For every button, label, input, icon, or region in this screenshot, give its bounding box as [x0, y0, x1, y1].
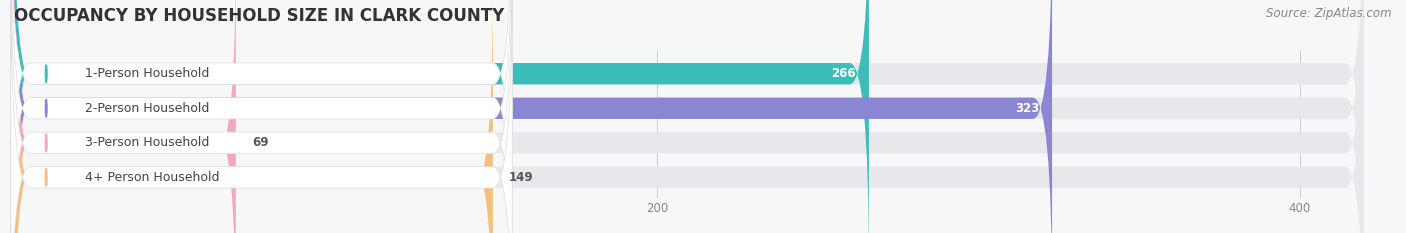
FancyBboxPatch shape	[14, 0, 1364, 233]
FancyBboxPatch shape	[14, 0, 236, 233]
Text: 2-Person Household: 2-Person Household	[84, 102, 209, 115]
Circle shape	[45, 134, 46, 152]
FancyBboxPatch shape	[11, 0, 512, 233]
FancyBboxPatch shape	[14, 0, 869, 233]
Text: 4+ Person Household: 4+ Person Household	[84, 171, 219, 184]
Text: 1-Person Household: 1-Person Household	[84, 67, 209, 80]
Text: 149: 149	[509, 171, 534, 184]
FancyBboxPatch shape	[11, 0, 512, 233]
Circle shape	[45, 65, 46, 83]
Text: 3-Person Household: 3-Person Household	[84, 136, 209, 149]
Circle shape	[45, 168, 46, 186]
FancyBboxPatch shape	[14, 0, 1364, 233]
FancyBboxPatch shape	[14, 0, 1364, 233]
Text: 266: 266	[831, 67, 856, 80]
FancyBboxPatch shape	[14, 0, 494, 233]
FancyBboxPatch shape	[14, 0, 1052, 233]
FancyBboxPatch shape	[11, 0, 512, 233]
Text: 69: 69	[252, 136, 269, 149]
FancyBboxPatch shape	[11, 0, 512, 233]
Text: Source: ZipAtlas.com: Source: ZipAtlas.com	[1267, 7, 1392, 20]
FancyBboxPatch shape	[14, 0, 1364, 233]
Circle shape	[45, 99, 46, 117]
Text: OCCUPANCY BY HOUSEHOLD SIZE IN CLARK COUNTY: OCCUPANCY BY HOUSEHOLD SIZE IN CLARK COU…	[14, 7, 505, 25]
Text: 323: 323	[1015, 102, 1039, 115]
